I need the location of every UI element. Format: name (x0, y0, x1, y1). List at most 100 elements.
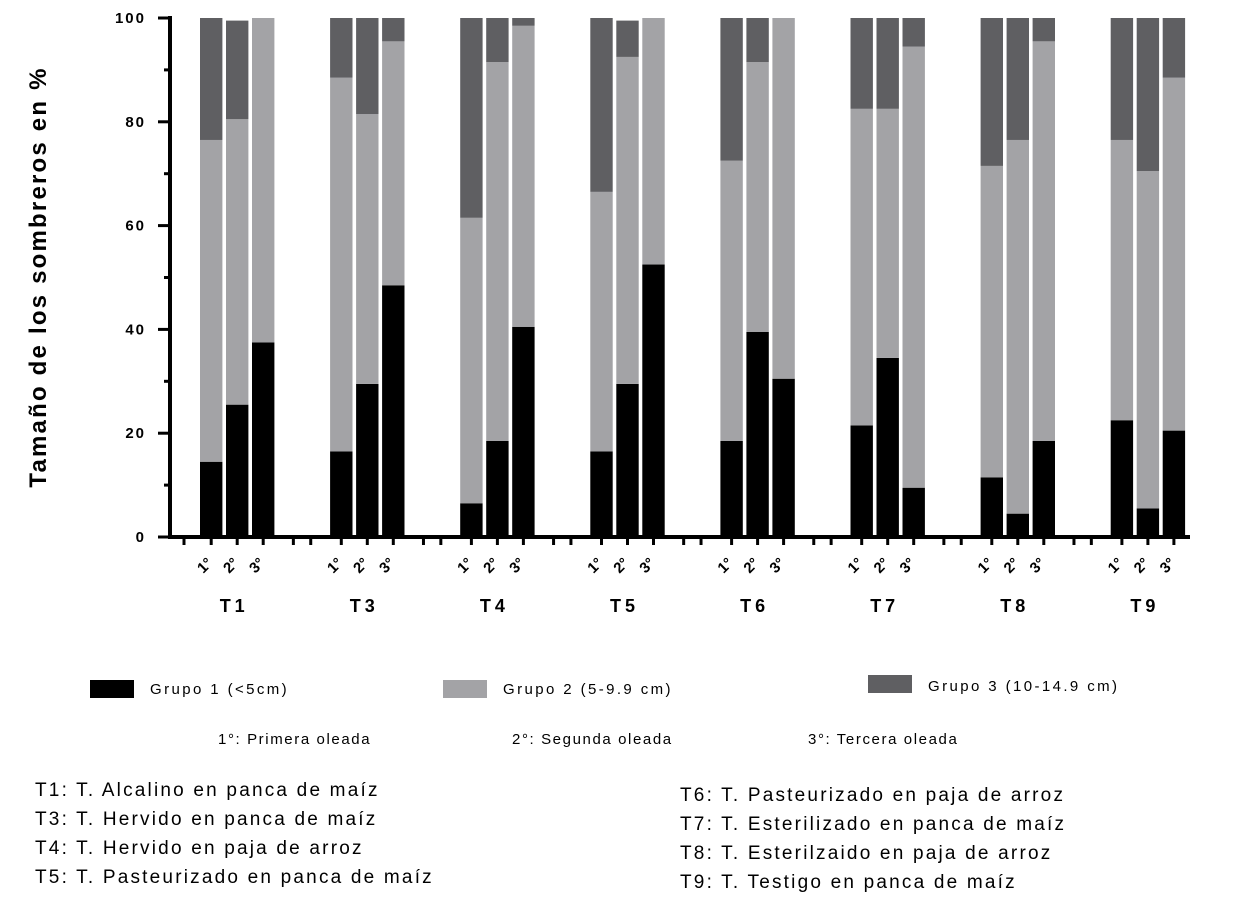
wave-tick-label: 1° (1105, 555, 1127, 577)
y-tick-label: 20 (125, 425, 146, 442)
bar-segment-t8-2-group1 (1006, 513, 1029, 537)
group-label-t6: T6 (740, 596, 769, 616)
wave-tick-label: 3° (636, 555, 658, 577)
treatment-note: T8: T. Esterilzaido en paja de arroz (680, 843, 1053, 864)
bar-segment-t9-3-group1 (1162, 430, 1186, 537)
bar-segment-t8-3-group1 (1032, 440, 1055, 537)
bar-segment-t4-2-group3 (486, 18, 509, 63)
treatment-note: T5: T. Pasteurizado en panca de maíz (35, 867, 434, 888)
bar-segment-t8-3-group2 (1032, 41, 1055, 441)
bar-segment-t7-2-group1 (876, 357, 899, 537)
bar-segment-t3-3-group3 (382, 18, 405, 42)
treatment-note: T7: T. Esterilizado en panca de maíz (680, 814, 1067, 835)
bars-layer (200, 18, 1186, 537)
bar-segment-t7-2-group3 (876, 18, 899, 109)
bar-segment-t5-1-group3 (590, 18, 613, 192)
bar-segment-t9-1-group3 (1110, 18, 1134, 140)
bar-segment-t4-3-group2 (512, 25, 535, 327)
wave-tick-label: 1° (584, 555, 606, 577)
treatment-note: T3: T. Hervido en panca de maíz (35, 809, 378, 830)
bar-segment-t1-3-group1 (252, 342, 275, 537)
wave-note-2: 2°: Segunda oleada (512, 731, 673, 748)
wave-tick-label: 2° (220, 555, 242, 577)
group-label-t7: T7 (870, 596, 899, 616)
bar-segment-t1-3-group2 (252, 18, 275, 343)
bar-segment-t9-3-group3 (1162, 18, 1186, 78)
bar-segment-t6-3-group1 (772, 378, 795, 537)
bar-segment-t3-1-group3 (330, 18, 353, 78)
bar-segment-t6-2-group1 (746, 331, 769, 537)
bar-segment-t5-1-group1 (590, 451, 613, 537)
bar-segment-t3-2-group3 (356, 18, 379, 115)
bar-segment-t5-2-group3 (616, 20, 639, 57)
wave-note-1: 1°: Primera oleada (218, 731, 372, 748)
y-axis-title: Tamaño de los sombreros en % (25, 66, 52, 487)
wave-tick-label: 2° (350, 555, 372, 577)
bar-segment-t9-2-group2 (1136, 171, 1160, 509)
bar-segment-t8-1-group3 (980, 18, 1003, 166)
bar-segment-t7-1-group3 (850, 18, 873, 109)
bar-segment-t8-1-group2 (980, 165, 1003, 478)
bar-segment-t7-1-group1 (850, 425, 873, 537)
legend: Grupo 1 (<5cm) Grupo 2 (5-9.9 cm) Grupo 3 … (90, 675, 1119, 698)
wave-tick-label: 2° (1131, 555, 1153, 577)
bar-segment-t5-2-group2 (616, 56, 639, 384)
treatment-note: T4: T. Hervido en paja de arroz (35, 838, 364, 859)
bar-segment-t6-3-group2 (772, 18, 795, 379)
bar-segment-t6-1-group3 (720, 18, 743, 161)
y-tick-label: 0 (136, 529, 146, 546)
bar-segment-t1-1-group2 (200, 139, 223, 462)
bar-segment-t8-2-group3 (1006, 18, 1029, 140)
bar-segment-t1-2-group2 (226, 119, 249, 405)
legend-label-group3: Grupo 3 (10-14.9 cm) (928, 678, 1119, 695)
bar-segment-t8-3-group3 (1032, 18, 1055, 42)
bar-segment-t5-2-group1 (616, 383, 639, 537)
bar-segment-t3-3-group2 (382, 41, 405, 286)
bar-segment-t4-1-group1 (460, 503, 483, 537)
treatment-notes-left: T1: T. Alcalino en panca de maíz T3: T. … (35, 776, 434, 892)
wave-tick-label: 1° (454, 555, 476, 577)
legend-swatch-group2 (443, 680, 487, 698)
legend-label-group1: Grupo 1 (<5cm) (150, 681, 289, 698)
wave-tick-label: 1° (714, 555, 736, 577)
wave-tick-label: 2° (1001, 555, 1023, 577)
wave-tick-label: 1° (324, 555, 346, 577)
y-tick-label: 40 (125, 321, 146, 338)
bar-segment-t7-3-group3 (902, 18, 925, 47)
bar-segment-t5-3-group1 (642, 264, 665, 537)
bar-segment-t5-3-group2 (642, 18, 665, 265)
wave-tick-label: 3° (506, 555, 528, 577)
axes-layer (158, 16, 1190, 545)
bar-segment-t3-2-group1 (356, 383, 379, 537)
bar-segment-t3-3-group1 (382, 285, 405, 537)
wave-tick-label: 3° (376, 555, 398, 577)
treatment-note: T9: T. Testigo en panca de maíz (680, 872, 1017, 893)
legend-swatch-group3 (868, 675, 912, 693)
y-tick-label: 100 (115, 10, 146, 27)
bar-segment-t4-2-group2 (486, 62, 509, 441)
bar-segment-t8-2-group2 (1006, 139, 1029, 514)
wave-tick-label: 3° (1027, 555, 1049, 577)
group-label-t8: T8 (1000, 596, 1029, 616)
group-label-t5: T5 (610, 596, 639, 616)
bar-segment-t7-3-group2 (902, 46, 925, 488)
bar-segment-t9-1-group2 (1110, 139, 1134, 421)
bar-segment-t1-2-group1 (226, 404, 249, 537)
bar-segment-t4-2-group1 (486, 440, 509, 537)
bar-segment-t9-2-group3 (1136, 18, 1160, 172)
bar-segment-t4-3-group1 (512, 326, 535, 537)
wave-tick-label: 2° (740, 555, 762, 577)
treatment-note: T1: T. Alcalino en panca de maíz (35, 780, 380, 801)
y-tick-label: 80 (125, 114, 146, 131)
bar-segment-t9-1-group1 (1110, 420, 1134, 537)
bar-segment-t1-1-group1 (200, 461, 223, 537)
bar-segment-t4-3-group3 (512, 18, 535, 26)
legend-label-group2: Grupo 2 (5-9.9 cm) (503, 681, 673, 698)
wave-tick-label: 1° (194, 555, 216, 577)
bar-segment-t6-2-group2 (746, 62, 769, 332)
bar-segment-t3-2-group2 (356, 114, 379, 384)
treatment-note: T6: T. Pasteurizado en paja de arroz (680, 785, 1066, 806)
group-label-t3: T3 (350, 596, 379, 616)
bar-segment-t8-1-group1 (980, 477, 1003, 537)
